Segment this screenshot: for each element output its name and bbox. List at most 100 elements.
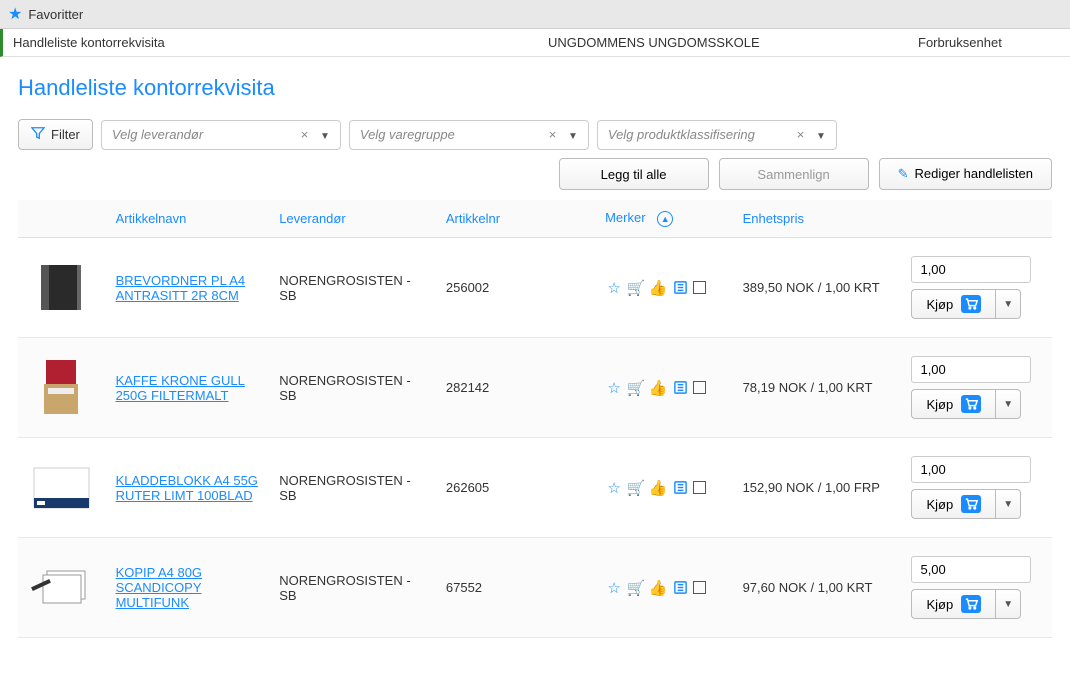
thumb-up-icon[interactable]: 👍 bbox=[649, 379, 667, 397]
buy-dropdown[interactable]: ▼ bbox=[995, 289, 1021, 319]
product-thumb bbox=[26, 458, 96, 518]
thumb-up-icon[interactable]: 👍 bbox=[649, 579, 667, 597]
sort-asc-icon[interactable]: ▲ bbox=[657, 211, 673, 227]
edit-list-button[interactable]: ✎ Rediger handlelisten bbox=[879, 158, 1052, 190]
edit-list-label: Rediger handlelisten bbox=[914, 166, 1033, 181]
qty-input[interactable] bbox=[911, 456, 1031, 483]
chevron-down-icon[interactable]: ▼ bbox=[812, 131, 830, 142]
product-link[interactable]: KLADDEBLOKK A4 55G RUTER LIMT 100BLAD bbox=[116, 473, 258, 503]
table-row: KLADDEBLOKK A4 55G RUTER LIMT 100BLAD NO… bbox=[18, 438, 1052, 538]
info-list-name: Handleliste kontorrekvisita bbox=[3, 29, 538, 56]
buy-dropdown[interactable]: ▼ bbox=[995, 589, 1021, 619]
list-icon[interactable] bbox=[671, 279, 689, 297]
qty-input[interactable] bbox=[911, 256, 1031, 283]
list-icon[interactable] bbox=[671, 479, 689, 497]
favorite-icon[interactable]: ☆ bbox=[605, 379, 623, 397]
compare-checkbox[interactable] bbox=[693, 581, 706, 594]
price-cell: 152,90 NOK / 1,00 FRP bbox=[735, 438, 904, 538]
list-icon[interactable] bbox=[671, 579, 689, 597]
supplier-cell: NORENGROSISTEN - SB bbox=[271, 338, 438, 438]
buy-button[interactable]: Kjøp bbox=[911, 589, 995, 619]
info-org: UNGDOMMENS UNGDOMSSKOLE bbox=[538, 29, 908, 56]
supplier-placeholder: Velg leverandør bbox=[112, 127, 203, 142]
thumb-up-icon[interactable]: 👍 bbox=[649, 479, 667, 497]
col-actions bbox=[903, 200, 1052, 238]
buy-label: Kjøp bbox=[926, 297, 953, 312]
clear-icon[interactable]: × bbox=[545, 127, 561, 142]
class-placeholder: Velg produktklassifisering bbox=[608, 127, 755, 142]
marks-group: ☆ 🛒 👍 bbox=[605, 479, 727, 497]
funnel-icon bbox=[31, 126, 45, 143]
cart-icon bbox=[961, 295, 981, 313]
cart-dim-icon[interactable]: 🛒 bbox=[627, 279, 645, 297]
qty-input[interactable] bbox=[911, 356, 1031, 383]
buy-dropdown[interactable]: ▼ bbox=[995, 489, 1021, 519]
artnr-cell: 262605 bbox=[438, 438, 597, 538]
col-supplier[interactable]: Leverandør bbox=[271, 200, 438, 238]
list-icon[interactable] bbox=[671, 379, 689, 397]
chevron-down-icon[interactable]: ▼ bbox=[564, 131, 582, 142]
star-icon: ★ bbox=[8, 4, 22, 24]
product-link[interactable]: BREVORDNER PL A4 ANTRASITT 2R 8CM bbox=[116, 273, 246, 303]
product-link[interactable]: KAFFE KRONE GULL 250G FILTERMALT bbox=[116, 373, 245, 403]
compare-checkbox[interactable] bbox=[693, 381, 706, 394]
supplier-cell: NORENGROSISTEN - SB bbox=[271, 438, 438, 538]
thumb-up-icon[interactable]: 👍 bbox=[649, 279, 667, 297]
compare-checkbox[interactable] bbox=[693, 481, 706, 494]
product-thumb bbox=[26, 358, 96, 418]
table-row: KOPIP A4 80G SCANDICOPY MULTIFUNK NORENG… bbox=[18, 538, 1052, 638]
info-unit: Forbruksenhet bbox=[908, 29, 1070, 56]
add-all-button[interactable]: Legg til alle bbox=[559, 158, 709, 190]
buy-button[interactable]: Kjøp bbox=[911, 289, 995, 319]
buy-label: Kjøp bbox=[926, 497, 953, 512]
clear-icon[interactable]: × bbox=[793, 127, 809, 142]
group-combo[interactable]: Velg varegruppe × ▼ bbox=[349, 120, 589, 150]
artnr-cell: 67552 bbox=[438, 538, 597, 638]
col-price[interactable]: Enhetspris bbox=[735, 200, 904, 238]
artnr-cell: 256002 bbox=[438, 238, 597, 338]
filter-controls: Filter Velg leverandør × ▼ Velg varegrup… bbox=[18, 119, 1052, 150]
cart-dim-icon[interactable]: 🛒 bbox=[627, 579, 645, 597]
favorite-icon[interactable]: ☆ bbox=[605, 279, 623, 297]
buy-dropdown[interactable]: ▼ bbox=[995, 389, 1021, 419]
cart-icon bbox=[961, 395, 981, 413]
actions-row: Legg til alle Sammenlign ✎ Rediger handle… bbox=[18, 158, 1052, 190]
qty-input[interactable] bbox=[911, 556, 1031, 583]
col-marks[interactable]: Merker ▲ bbox=[597, 200, 735, 238]
col-name[interactable]: Artikkelnavn bbox=[108, 200, 272, 238]
product-link[interactable]: KOPIP A4 80G SCANDICOPY MULTIFUNK bbox=[116, 565, 202, 610]
table-row: KAFFE KRONE GULL 250G FILTERMALT NORENGR… bbox=[18, 338, 1052, 438]
buy-label: Kjøp bbox=[926, 597, 953, 612]
marks-group: ☆ 🛒 👍 bbox=[605, 379, 727, 397]
price-cell: 389,50 NOK / 1,00 KRT bbox=[735, 238, 904, 338]
supplier-combo[interactable]: Velg leverandør × ▼ bbox=[101, 120, 341, 150]
cart-dim-icon[interactable]: 🛒 bbox=[627, 479, 645, 497]
filter-button[interactable]: Filter bbox=[18, 119, 93, 150]
buy-button[interactable]: Kjøp bbox=[911, 389, 995, 419]
marks-group: ☆ 🛒 👍 bbox=[605, 279, 727, 297]
filter-label: Filter bbox=[51, 127, 80, 142]
supplier-cell: NORENGROSISTEN - SB bbox=[271, 238, 438, 338]
product-thumb bbox=[26, 558, 96, 618]
artnr-cell: 282142 bbox=[438, 338, 597, 438]
favorite-icon[interactable]: ☆ bbox=[605, 579, 623, 597]
info-row: Handleliste kontorrekvisita UNGDOMMENS U… bbox=[0, 29, 1070, 57]
favorite-icon[interactable]: ☆ bbox=[605, 479, 623, 497]
compare-button[interactable]: Sammenlign bbox=[719, 158, 869, 190]
class-combo[interactable]: Velg produktklassifisering × ▼ bbox=[597, 120, 837, 150]
cart-icon bbox=[961, 595, 981, 613]
price-cell: 97,60 NOK / 1,00 KRT bbox=[735, 538, 904, 638]
favorites-bar: ★ Favoritter bbox=[0, 0, 1070, 29]
cart-dim-icon[interactable]: 🛒 bbox=[627, 379, 645, 397]
marks-group: ☆ 🛒 👍 bbox=[605, 579, 727, 597]
favorites-label: Favoritter bbox=[28, 7, 83, 22]
group-placeholder: Velg varegruppe bbox=[360, 127, 455, 142]
col-artnr[interactable]: Artikkelnr bbox=[438, 200, 597, 238]
chevron-down-icon[interactable]: ▼ bbox=[316, 131, 334, 142]
compare-checkbox[interactable] bbox=[693, 281, 706, 294]
clear-icon[interactable]: × bbox=[297, 127, 313, 142]
buy-button[interactable]: Kjøp bbox=[911, 489, 995, 519]
table-row: BREVORDNER PL A4 ANTRASITT 2R 8CM NORENG… bbox=[18, 238, 1052, 338]
supplier-cell: NORENGROSISTEN - SB bbox=[271, 538, 438, 638]
pencil-icon: ✎ bbox=[898, 166, 909, 181]
